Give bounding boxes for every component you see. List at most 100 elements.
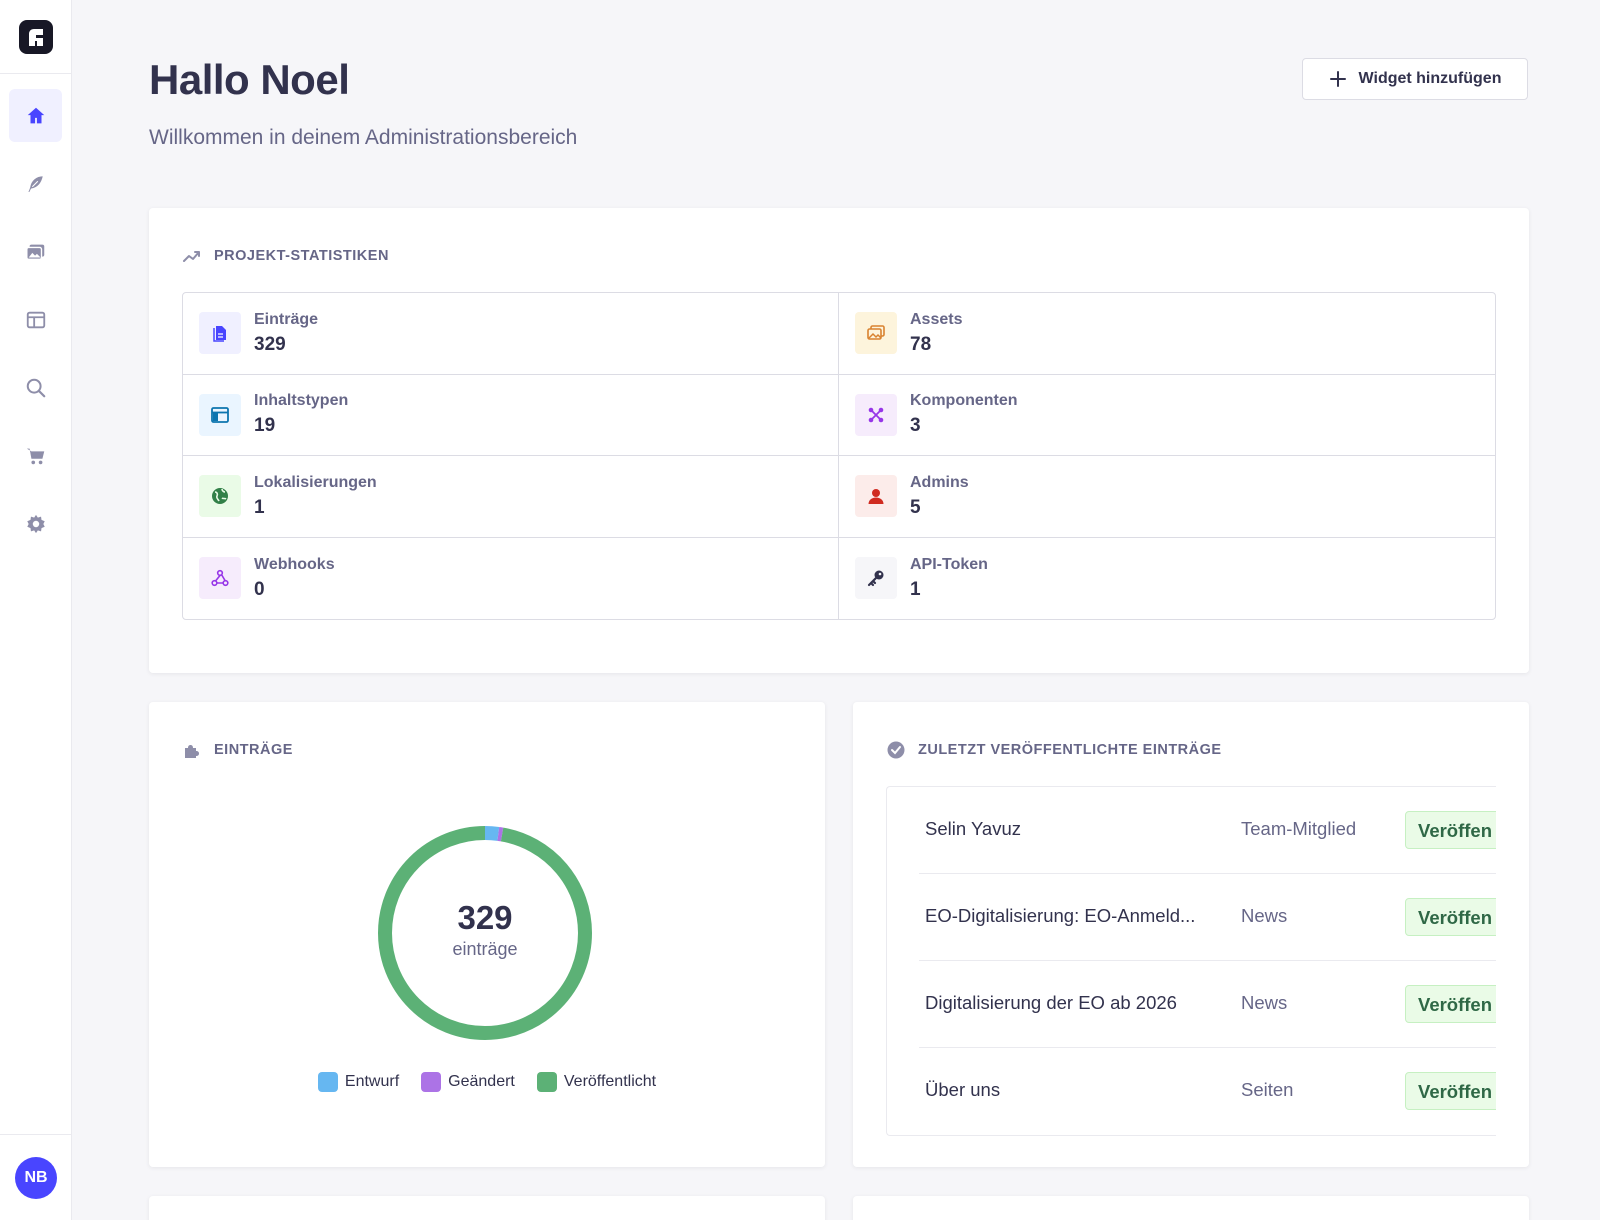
webhook-icon (199, 557, 241, 600)
add-widget-label: Widget hinzufügen (1358, 70, 1502, 87)
trend-up-icon (183, 251, 200, 262)
entries-card: Einträge 329 einträge Entwurf Geändert V… (149, 702, 825, 1167)
sidebar: NB (0, 0, 72, 1220)
legend-label: Veröffentlicht (563, 1073, 657, 1090)
page-subtitle: Willkommen in deinem Administrationsbere… (149, 126, 578, 149)
table-row[interactable]: Selin Yavuz Team-Mitglied Veröffen (919, 787, 1496, 874)
puzzle-icon (855, 393, 897, 436)
stat-value: 5 (910, 496, 921, 518)
legend-label: Geändert (448, 1073, 515, 1090)
legend-swatch (536, 1072, 557, 1092)
stat-locales[interactable]: Lokalisierungen 1 (183, 456, 839, 538)
sidebar-footer: NB (0, 1134, 72, 1220)
stats-grid: Einträge 329 Assets 78 Inhaltstypen 19 Komp… (182, 292, 1496, 620)
feather-icon (26, 174, 44, 193)
stat-value: 3 (910, 415, 921, 437)
project-stats-heading: Projekt-Statistiken (182, 246, 389, 266)
stat-webhooks[interactable]: Webhooks 0 (183, 537, 839, 619)
document-icon (199, 312, 241, 355)
stat-value: 1 (910, 578, 921, 600)
nav-item-home[interactable] (9, 89, 62, 142)
app-logo[interactable] (18, 19, 53, 54)
stat-api-tokens[interactable]: API-Token 1 (839, 538, 1495, 620)
row-type: Team-Mitglied (1241, 818, 1357, 839)
stat-entries[interactable]: Einträge 329 (183, 293, 839, 375)
donut-slice-veröffentlicht[interactable] (378, 826, 592, 1040)
layout-icon (26, 311, 45, 328)
entries-heading: Einträge (182, 740, 293, 760)
logo-container (0, 0, 71, 74)
project-stats-card: Projekt-Statistiken Einträge 329 Assets 78… (149, 208, 1529, 673)
stat-assets[interactable]: Assets 78 (839, 293, 1495, 375)
check-circle-icon (887, 741, 905, 759)
gear-icon (26, 514, 45, 533)
stat-label: Webhooks (254, 555, 335, 573)
stat-label: Assets (910, 310, 963, 328)
row-title: EO-Digitalisierung: EO-Anmeld... (925, 905, 1196, 926)
legend-swatch (421, 1072, 442, 1092)
donut-center: 329 einträge (376, 824, 594, 1042)
stat-components[interactable]: Komponenten 3 (839, 375, 1495, 456)
legend-label: Entwurf (344, 1073, 400, 1090)
table-row[interactable]: EO-Digitalisierung: EO-Anmeld... News Ve… (919, 874, 1496, 961)
key-icon (855, 557, 897, 600)
legend-item-published[interactable]: Veröffentlicht (536, 1072, 657, 1092)
stat-value: 78 (910, 333, 932, 355)
stat-label: Einträge (254, 310, 319, 328)
status-badge: Veröffen (1405, 1072, 1496, 1110)
row-type: News (1241, 992, 1288, 1013)
stat-content-types[interactable]: Inhaltstypen 19 (183, 374, 839, 456)
images-icon (855, 312, 897, 355)
table-row[interactable]: Über uns Seiten Veröffen (919, 1048, 1496, 1135)
donut-total: 329 (457, 898, 513, 936)
page-title: Hallo Noel (149, 56, 350, 103)
add-widget-button[interactable]: Widget hinzufügen (1302, 58, 1528, 100)
stat-label: Lokalisierungen (254, 473, 377, 491)
stat-label: Admins (910, 473, 969, 491)
status-badge: Veröffen (1405, 898, 1496, 936)
recent-published-card: Zuletzt veröffentlichte Einträge Selin Y… (853, 702, 1529, 1167)
media-icon (25, 244, 44, 260)
status-badge: Veröffen (1405, 985, 1496, 1023)
nav-item-media[interactable] (9, 225, 62, 278)
legend-swatch (317, 1072, 338, 1092)
status-badge: Veröffen (1405, 811, 1496, 849)
legend-item-draft[interactable]: Entwurf (317, 1072, 400, 1092)
stat-label: Inhaltstypen (254, 392, 349, 410)
puzzle-piece-icon (185, 745, 199, 758)
donut-unit: einträge (452, 938, 518, 959)
stat-value: 19 (254, 415, 276, 437)
table-row[interactable]: Digitalisierung der EO ab 2026 News Verö… (919, 961, 1496, 1048)
entries-donut-chart: 329 einträge (376, 824, 594, 1042)
avatar[interactable]: NB (15, 1156, 57, 1199)
user-icon (855, 475, 897, 518)
widget-card (853, 1196, 1529, 1220)
recent-entries-table: Selin Yavuz Team-Mitglied Veröffen EO-Di… (886, 786, 1496, 1136)
stat-value: 1 (254, 496, 265, 518)
row-type: Seiten (1241, 1079, 1294, 1100)
plus-icon (1329, 71, 1346, 87)
stat-value: 0 (254, 578, 265, 600)
globe-icon (199, 475, 241, 518)
layout-icon (199, 393, 241, 436)
row-title: Über uns (925, 1079, 1001, 1100)
row-type: News (1241, 905, 1288, 926)
home-icon (27, 107, 44, 123)
cart-icon (26, 448, 44, 464)
stat-admins[interactable]: Admins 5 (839, 456, 1495, 538)
recent-published-heading: Zuletzt veröffentlichte Einträge (886, 740, 1222, 760)
legend-item-modified[interactable]: Geändert (421, 1072, 515, 1092)
search-icon (26, 378, 45, 397)
nav-item-settings[interactable] (9, 497, 62, 550)
nav-item-content[interactable] (9, 157, 62, 210)
nav-item-search[interactable] (9, 361, 62, 414)
stat-label: API-Token (910, 555, 988, 573)
row-title: Digitalisierung der EO ab 2026 (925, 992, 1177, 1013)
chart-legend: Entwurf Geändert Veröffentlicht (149, 1072, 825, 1092)
donut-svg (378, 826, 592, 1040)
nav-item-content-types[interactable] (9, 293, 62, 346)
widget-card (149, 1196, 825, 1220)
nav-item-shop[interactable] (9, 429, 62, 482)
sidebar-nav (0, 74, 71, 550)
stat-value: 329 (254, 333, 286, 355)
